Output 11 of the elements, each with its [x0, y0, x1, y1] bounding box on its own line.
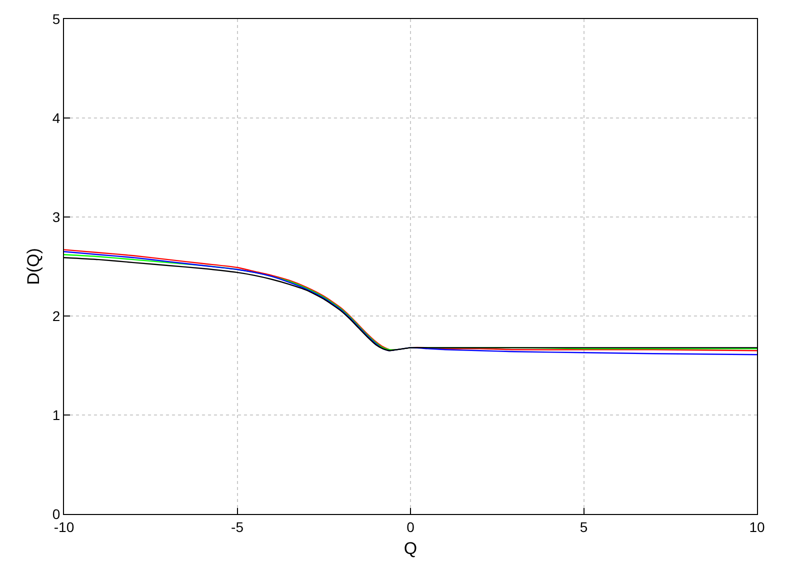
y-tick-label: 4 [52, 110, 60, 126]
x-tick-label: -5 [231, 518, 244, 535]
y-tick-label: 3 [52, 208, 60, 225]
y-tick-label: 2 [52, 308, 60, 324]
y-tick-label: 1 [52, 406, 60, 423]
y-tick-label: 5 [52, 10, 60, 27]
x-tick-label: 5 [580, 518, 588, 535]
x-axis-title: Q [404, 539, 418, 558]
x-tick-label: 0 [406, 518, 415, 535]
x-tick-label: 10 [749, 518, 765, 535]
y-axis-title: D(Q) [24, 248, 43, 285]
